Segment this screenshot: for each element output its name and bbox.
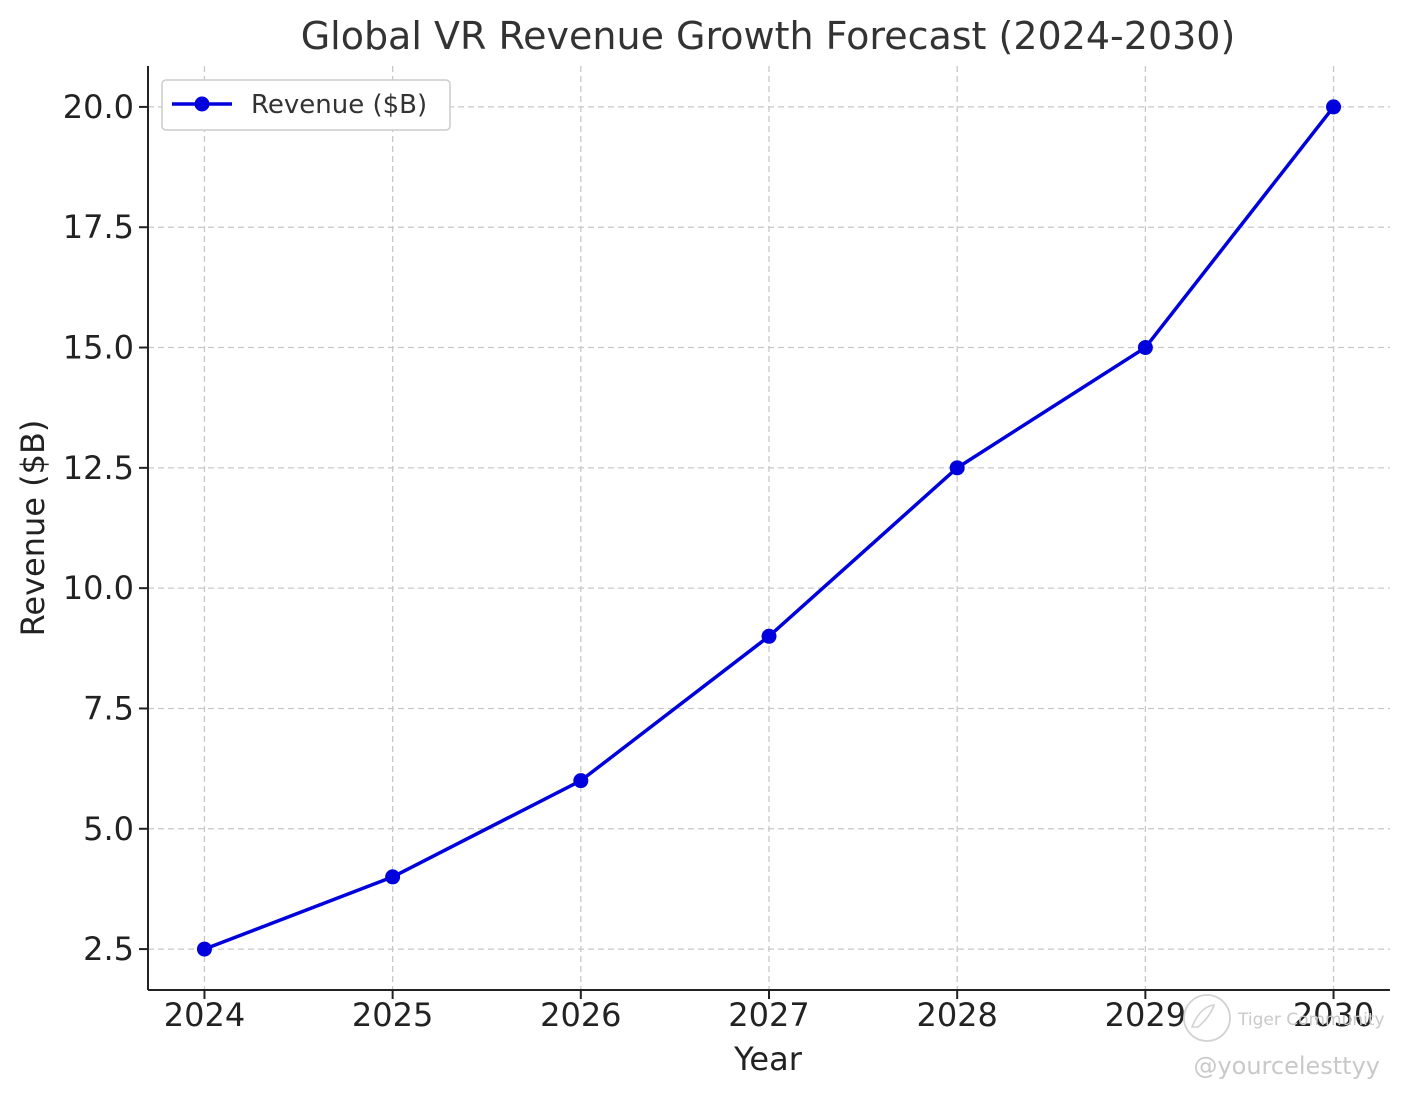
data-point-2024 <box>196 941 212 957</box>
legend-box <box>161 79 451 131</box>
y-tick-label: 17.5 <box>63 208 134 246</box>
y-axis-label: Revenue ($B) <box>14 420 52 637</box>
x-tick-label: 2028 <box>916 996 997 1034</box>
y-axis-ticks: 2.5 5.0 7.5 10.0 12.5 15.0 17.5 20.0 <box>63 88 148 968</box>
y-tick-label: 7.5 <box>83 689 134 727</box>
data-point-2025 <box>385 869 401 885</box>
legend-label: Revenue ($B) <box>251 90 427 120</box>
watermark-handle: @yourcelesttyy <box>1193 1052 1380 1080</box>
x-tick-label: 2030 <box>1293 996 1374 1034</box>
legend: Revenue ($B) <box>161 79 451 131</box>
data-point-2027 <box>761 628 777 644</box>
x-tick-label: 2027 <box>728 996 809 1034</box>
x-tick-label: 2024 <box>164 996 245 1034</box>
x-axis-label: Year <box>733 1040 803 1078</box>
x-axis-ticks: 2024 2025 2026 2027 2028 2029 2030 <box>164 990 1374 1034</box>
legend-marker <box>194 96 210 112</box>
x-tick-label: 2025 <box>352 996 433 1034</box>
y-tick-label: 10.0 <box>63 569 134 607</box>
y-tick-label: 20.0 <box>63 88 134 126</box>
tiger-logo-mark <box>1190 1004 1216 1028</box>
chart-title: Global VR Revenue Growth Forecast (2024-… <box>301 14 1236 58</box>
x-gridlines <box>203 66 1335 990</box>
watermark: Tiger Community @yourcelesttyy <box>1183 994 1385 1080</box>
y-tick-label: 15.0 <box>63 329 134 367</box>
x-tick-label: 2029 <box>1105 996 1186 1034</box>
data-point-2030 <box>1326 99 1342 115</box>
watermark-brand: Tiger Community <box>1237 1010 1385 1030</box>
tiger-logo-icon <box>1183 994 1231 1042</box>
y-tick-label: 12.5 <box>63 449 134 487</box>
x-tick-label: 2026 <box>540 996 621 1034</box>
data-point-2028 <box>949 460 965 476</box>
y-tick-label: 5.0 <box>83 810 134 848</box>
data-point-2026 <box>573 773 589 789</box>
y-tick-label: 2.5 <box>83 930 134 968</box>
data-point-2029 <box>1137 340 1153 356</box>
series-revenue <box>196 99 1342 957</box>
